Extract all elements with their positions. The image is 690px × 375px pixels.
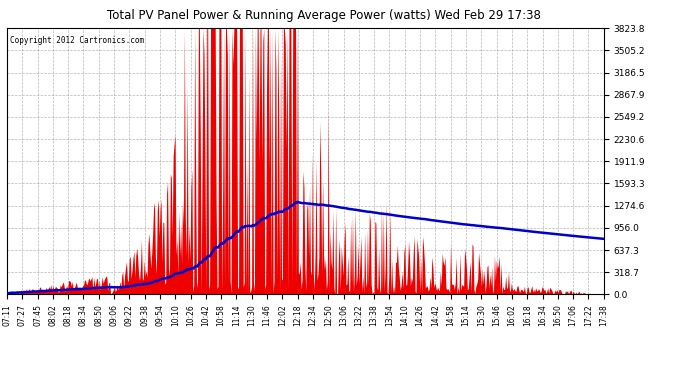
- Text: Total PV Panel Power & Running Average Power (watts) Wed Feb 29 17:38: Total PV Panel Power & Running Average P…: [108, 9, 541, 22]
- Text: Copyright 2012 Cartronics.com: Copyright 2012 Cartronics.com: [10, 36, 144, 45]
